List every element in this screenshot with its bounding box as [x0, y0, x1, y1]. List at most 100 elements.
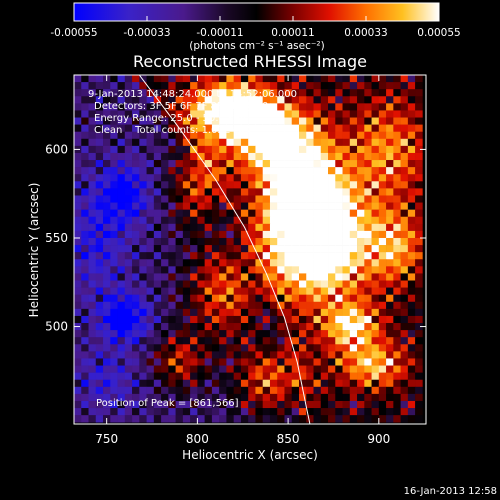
heatmap-cell [219, 202, 227, 210]
heatmap-cell [88, 259, 97, 267]
heatmap-cell [233, 393, 242, 402]
heatmap-cell [204, 315, 213, 324]
heatmap-cell [124, 330, 133, 338]
heatmap-cell [357, 358, 365, 366]
heatmap-cell [284, 266, 293, 274]
heatmap-cell [342, 415, 351, 423]
heatmap-cell [320, 280, 329, 288]
heatmap-cell [291, 82, 300, 90]
heatmap-cell [161, 188, 169, 196]
heatmap-cell [357, 75, 365, 83]
heatmap-cell [255, 96, 263, 104]
heatmap-cell [240, 145, 249, 154]
heatmap-cell [407, 294, 416, 303]
heatmap-cell [190, 372, 198, 381]
heatmap-cell [393, 138, 401, 147]
heatmap-cell [320, 294, 329, 303]
heatmap-cell [117, 181, 126, 189]
heatmap-cell [190, 188, 198, 196]
heatmap-cell [371, 160, 380, 168]
heatmap-cell [81, 308, 89, 317]
heatmap-cell [132, 315, 140, 324]
heatmap-cell [88, 386, 97, 395]
heatmap-cell [240, 386, 249, 395]
heatmap-cell [335, 358, 343, 366]
heatmap-cell [378, 280, 387, 288]
heatmap-cell [298, 181, 307, 189]
heatmap-cell [211, 252, 220, 260]
heatmap-cell [269, 372, 278, 381]
heatmap-cell [378, 89, 387, 97]
heatmap-cell [74, 330, 82, 338]
heatmap-cell [153, 202, 162, 210]
heatmap-cell [269, 351, 278, 359]
heatmap-cell [371, 117, 380, 125]
heatmap-cell [415, 124, 423, 132]
heatmap-cell [357, 237, 365, 246]
heatmap-cell [371, 280, 380, 288]
heatmap-cell [306, 110, 314, 118]
heatmap-cell [132, 386, 140, 395]
heatmap-cell [132, 230, 140, 239]
heatmap-cell [190, 216, 198, 225]
heatmap-cell [204, 287, 213, 295]
heatmap-cell [168, 259, 176, 267]
heatmap-cell [393, 287, 401, 295]
heatmap-cell [226, 287, 234, 295]
heatmap-cell [204, 308, 213, 317]
heatmap-cell [233, 400, 242, 409]
heatmap-cell [211, 330, 220, 338]
heatmap-cell [386, 386, 394, 395]
heatmap-cell [175, 273, 184, 281]
heatmap-cell [342, 181, 351, 189]
heatmap-cell [139, 344, 147, 352]
heatmap-cell [349, 89, 358, 97]
heatmap-cell [342, 117, 351, 125]
heatmap-cell [132, 145, 140, 154]
heatmap-cell [255, 209, 263, 218]
heatmap-cell [313, 167, 322, 175]
heatmap-cell [255, 415, 263, 423]
heatmap-cell [95, 415, 104, 423]
heatmap-cell [197, 131, 205, 140]
heatmap-cell [378, 110, 387, 118]
heatmap-cell [175, 89, 184, 97]
heatmap-cell [124, 230, 133, 239]
heatmap-cell [182, 237, 191, 246]
heatmap-cell [306, 386, 314, 395]
heatmap-cell [175, 223, 184, 232]
heatmap-cell [378, 372, 387, 381]
heatmap-cell [248, 82, 256, 90]
heatmap-cell [291, 400, 300, 409]
heatmap-cell [117, 358, 126, 366]
heatmap-cell [74, 280, 82, 288]
heatmap-cell [219, 167, 227, 175]
heatmap-cell [139, 273, 147, 281]
heatmap-cell [240, 96, 249, 104]
heatmap-cell [95, 280, 104, 288]
heatmap-cell [407, 301, 416, 310]
heatmap-cell [146, 365, 155, 373]
heatmap-cell [161, 323, 169, 331]
heatmap-cell [161, 400, 169, 409]
heatmap-cell [335, 280, 343, 288]
heatmap-cell [182, 110, 191, 118]
heatmap-cell [407, 195, 416, 203]
heatmap-cell [233, 386, 242, 395]
heatmap-cell [262, 131, 271, 140]
heatmap-cell [342, 294, 351, 303]
heatmap-cell [240, 323, 249, 331]
heatmap-cell [320, 75, 329, 83]
heatmap-cell [320, 415, 329, 423]
heatmap-cell [415, 273, 423, 281]
heatmap-cell [168, 223, 176, 232]
heatmap-cell [269, 294, 278, 303]
heatmap-cell [175, 400, 184, 409]
heatmap-cell [357, 379, 365, 388]
heatmap-cell [320, 308, 329, 317]
heatmap-cell [219, 259, 227, 267]
heatmap-cell [146, 124, 155, 132]
heatmap-cell [386, 315, 394, 324]
heatmap-cell [291, 386, 300, 395]
heatmap-cell [407, 315, 416, 324]
